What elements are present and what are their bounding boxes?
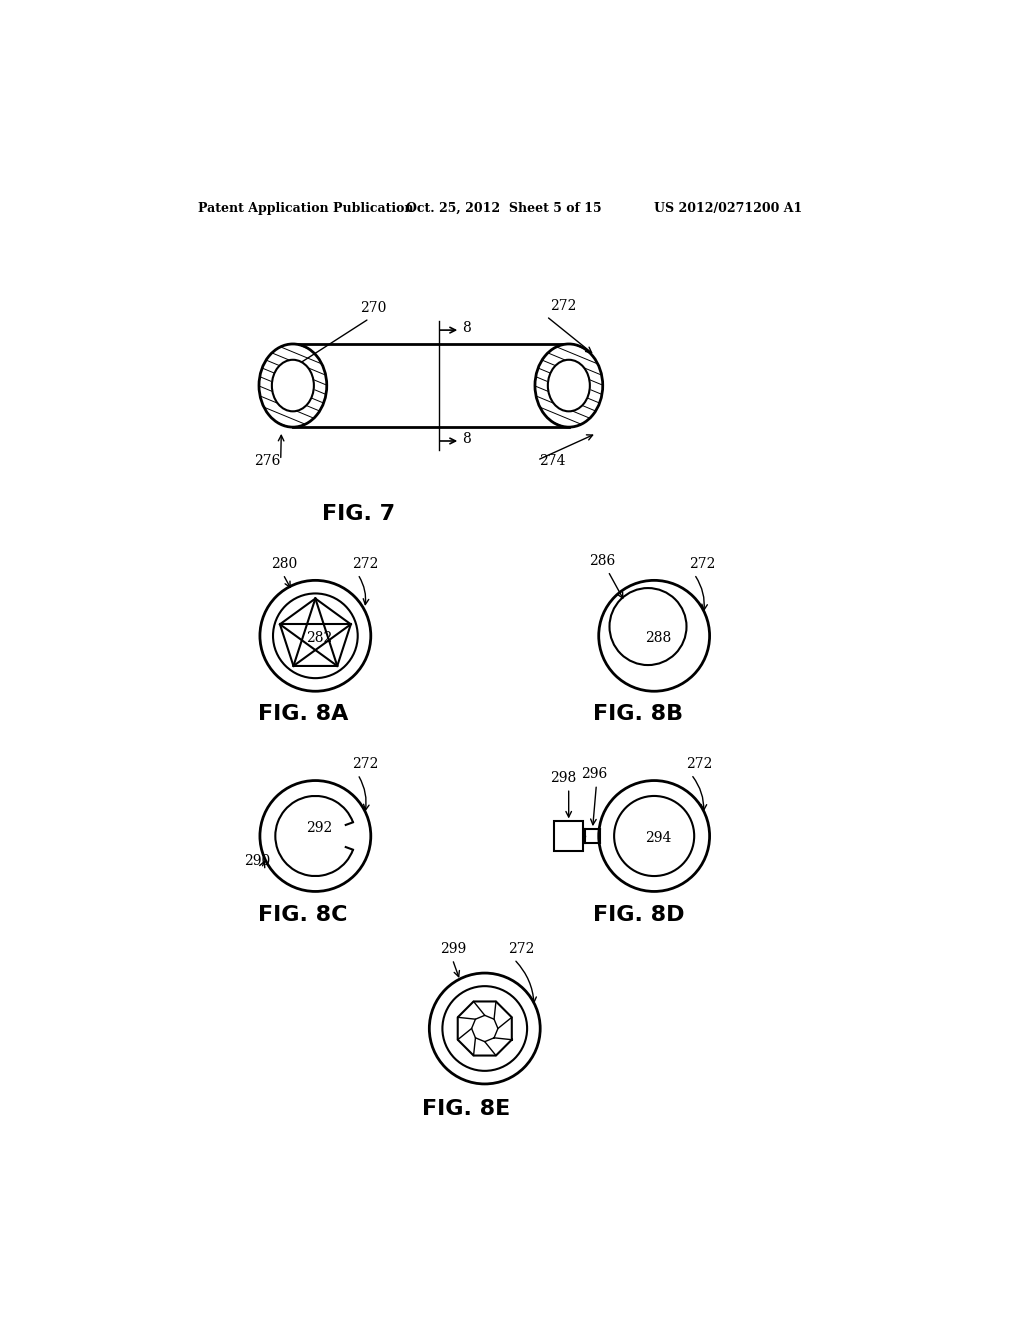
Text: 8: 8: [462, 322, 470, 335]
Ellipse shape: [548, 360, 590, 412]
Text: 276: 276: [254, 454, 281, 467]
Text: FIG. 8C: FIG. 8C: [258, 904, 347, 925]
Text: 286: 286: [589, 554, 615, 568]
Text: 299: 299: [440, 942, 466, 956]
Text: 8: 8: [462, 433, 470, 446]
Text: 272: 272: [352, 758, 379, 771]
Bar: [554, 821, 584, 850]
Text: 270: 270: [360, 301, 386, 314]
Ellipse shape: [535, 345, 603, 428]
Text: 272: 272: [686, 758, 713, 771]
Text: FIG. 8E: FIG. 8E: [422, 1098, 510, 1119]
Ellipse shape: [259, 345, 327, 428]
Text: 274: 274: [539, 454, 565, 467]
Text: 280: 280: [270, 557, 297, 572]
Text: 294: 294: [645, 832, 672, 845]
Text: 298: 298: [550, 771, 577, 785]
Text: FIG. 8A: FIG. 8A: [258, 705, 348, 725]
Text: 292: 292: [306, 821, 333, 836]
Text: Patent Application Publication: Patent Application Publication: [199, 202, 414, 215]
Text: FIG. 8B: FIG. 8B: [593, 705, 683, 725]
Text: FIG. 7: FIG. 7: [322, 504, 394, 524]
Text: FIG. 8D: FIG. 8D: [593, 904, 684, 925]
Text: 272: 272: [550, 300, 577, 313]
Text: US 2012/0271200 A1: US 2012/0271200 A1: [654, 202, 803, 215]
Text: 296: 296: [581, 767, 607, 781]
Text: 272: 272: [352, 557, 379, 572]
Text: 272: 272: [508, 942, 535, 956]
Text: 288: 288: [645, 631, 671, 645]
Ellipse shape: [271, 360, 314, 412]
Text: Oct. 25, 2012  Sheet 5 of 15: Oct. 25, 2012 Sheet 5 of 15: [407, 202, 602, 215]
Text: 290: 290: [245, 854, 270, 869]
Text: 282: 282: [306, 631, 333, 645]
Text: 272: 272: [689, 557, 715, 572]
